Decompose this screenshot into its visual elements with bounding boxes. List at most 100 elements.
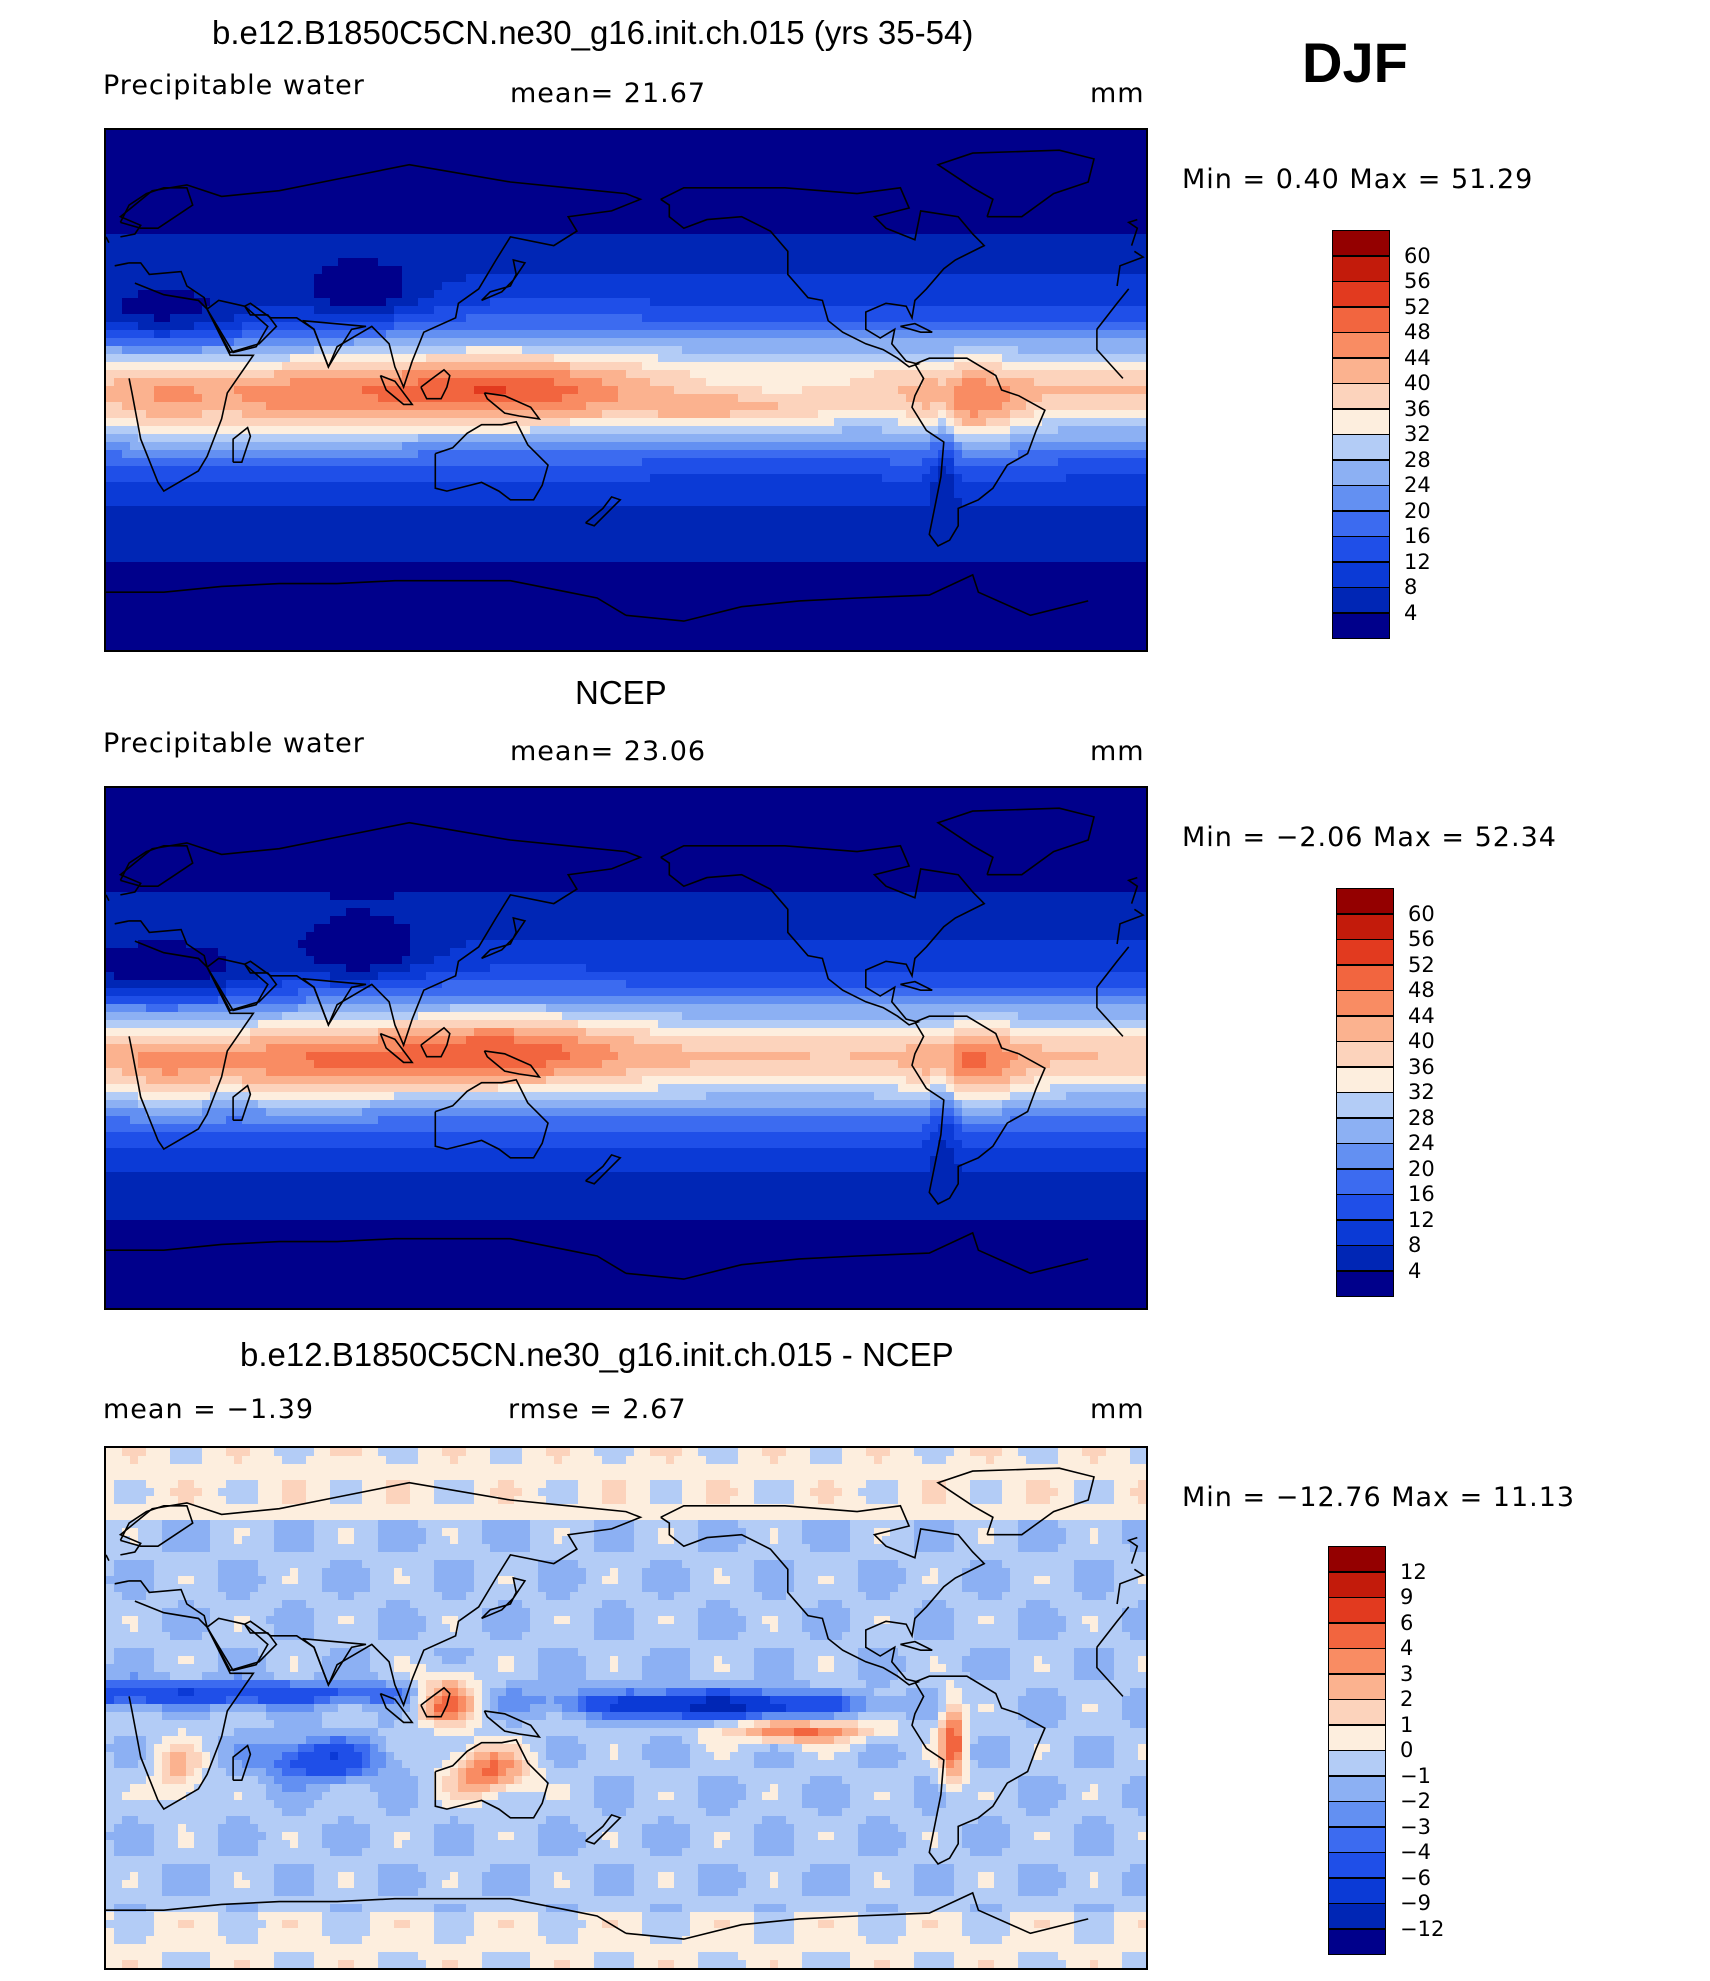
colorbar-box bbox=[1336, 1270, 1394, 1297]
colorbar-box bbox=[1332, 561, 1390, 588]
colorbar-tick-label: 4 bbox=[1400, 1636, 1413, 1660]
coastline-greenland bbox=[936, 1467, 1095, 1536]
colorbar-tick-label: 4 bbox=[1404, 601, 1417, 625]
coastline-scand bbox=[119, 845, 194, 887]
colorbar-tick-label: 36 bbox=[1408, 1055, 1435, 1079]
coastline-africa bbox=[1096, 329, 1124, 379]
colorbar-box bbox=[1336, 1066, 1394, 1093]
coastline-australia bbox=[434, 420, 549, 501]
panel1-minmax: Min = 0.40 Max = 51.29 bbox=[1182, 164, 1533, 195]
panel3-units: mm bbox=[1090, 1394, 1145, 1425]
colorbar-box bbox=[1336, 990, 1394, 1016]
coastline-eurasia bbox=[114, 1481, 643, 1708]
panel3-rmse: rmse = 2.67 bbox=[508, 1394, 687, 1425]
panel1-title: b.e12.B1850C5CN.ne30_g16.init.ch.015 (yr… bbox=[212, 14, 973, 52]
panel3-colorbar: 12 9 6 4 3 2 1 0 −1 −2 −3 −4 −6 −9 −12 bbox=[1328, 1546, 1468, 1958]
coastline-madagascar bbox=[232, 1744, 252, 1781]
colorbar-tick-label: −1 bbox=[1400, 1764, 1431, 1788]
coastline-uk bbox=[1126, 1536, 1139, 1564]
colorbar-box bbox=[1332, 485, 1390, 511]
colorbar-tick-label: 12 bbox=[1408, 1208, 1435, 1232]
coastline-nz bbox=[585, 1153, 622, 1185]
coastline-arabia bbox=[206, 957, 278, 1012]
colorbar-box bbox=[1328, 1673, 1386, 1700]
colorbar-box bbox=[1328, 1775, 1386, 1802]
colorbar-box bbox=[1336, 1015, 1394, 1042]
colorbar-box bbox=[1328, 1699, 1386, 1725]
coastline-nz bbox=[585, 495, 622, 527]
coastline-sumatra bbox=[379, 1692, 414, 1724]
colorbar-tick-label: 40 bbox=[1408, 1029, 1435, 1053]
coastline-africa bbox=[128, 940, 255, 1151]
colorbar-box bbox=[1336, 913, 1394, 940]
coastline-scand bbox=[119, 187, 194, 229]
season-label: DJF bbox=[1302, 30, 1408, 95]
colorbar-box bbox=[1332, 357, 1390, 384]
coastline-scand bbox=[119, 1505, 194, 1547]
colorbar-tick-label: 24 bbox=[1404, 473, 1431, 497]
colorbar-box bbox=[1328, 1622, 1386, 1649]
coastline-africa bbox=[128, 1600, 255, 1811]
coastline-antarctica bbox=[106, 579, 627, 616]
panel1-units: mm bbox=[1090, 78, 1145, 109]
colorbar-tick-label: 3 bbox=[1400, 1662, 1413, 1686]
coastline-uk bbox=[106, 1554, 110, 1562]
coastline-sumatra bbox=[379, 1032, 414, 1064]
field-cells bbox=[106, 1448, 1146, 1968]
coastline-uk bbox=[106, 236, 110, 244]
colorbar-tick-label: −9 bbox=[1400, 1891, 1431, 1915]
colorbar-tick-label: 56 bbox=[1408, 927, 1435, 951]
colorbar-box bbox=[1336, 1168, 1394, 1195]
colorbar-box bbox=[1328, 1571, 1386, 1598]
colorbar-tick-label: −6 bbox=[1400, 1866, 1431, 1890]
colorbar-box bbox=[1328, 1826, 1386, 1853]
colorbar-tick-label: 28 bbox=[1404, 448, 1431, 472]
colorbar-tick-label: 48 bbox=[1404, 320, 1431, 344]
coastline-africa bbox=[1096, 288, 1130, 330]
coastline-antarctica bbox=[625, 573, 1089, 622]
colorbar-tick-label: 16 bbox=[1408, 1182, 1435, 1206]
colorbar-box bbox=[1328, 1750, 1386, 1776]
panel1-map bbox=[104, 128, 1148, 652]
colorbar-box bbox=[1336, 1143, 1394, 1169]
colorbar-box bbox=[1336, 888, 1394, 914]
colorbar-box bbox=[1328, 1801, 1386, 1827]
panel2-title: NCEP bbox=[575, 674, 667, 712]
colorbar-box bbox=[1336, 964, 1394, 991]
panel1-mean: mean= 21.67 bbox=[510, 78, 706, 109]
colorbar-box bbox=[1336, 1219, 1394, 1246]
colorbar-box bbox=[1336, 1194, 1394, 1220]
colorbar-tick-label: 32 bbox=[1408, 1080, 1435, 1104]
colorbar-tick-label: 8 bbox=[1404, 575, 1417, 599]
coastline-nz bbox=[585, 1813, 622, 1845]
colorbar-tick-label: 20 bbox=[1404, 499, 1431, 523]
colorbar-tick-label: −12 bbox=[1400, 1917, 1444, 1941]
colorbar-box bbox=[1336, 1092, 1394, 1118]
colorbar-box bbox=[1332, 459, 1390, 486]
coastline-samerica bbox=[911, 1675, 1046, 1866]
colorbar-box bbox=[1332, 383, 1390, 409]
colorbar-box bbox=[1328, 1597, 1386, 1623]
panel2-map bbox=[104, 786, 1148, 1310]
coastline-namerica bbox=[660, 186, 986, 368]
panel2-minmax: Min = −2.06 Max = 52.34 bbox=[1182, 822, 1557, 853]
colorbar-tick-label: 52 bbox=[1404, 295, 1431, 319]
coastline-australia bbox=[434, 1078, 549, 1159]
colorbar-tick-label: 8 bbox=[1408, 1233, 1421, 1257]
coastline-africa bbox=[1096, 946, 1130, 988]
coastline-greenland bbox=[936, 149, 1095, 218]
colorbar-box bbox=[1332, 536, 1390, 562]
coastline-africa bbox=[1096, 987, 1124, 1037]
panel2-variable: Precipitable water bbox=[103, 728, 365, 759]
colorbar-box bbox=[1332, 434, 1390, 460]
coastline-sumatra bbox=[379, 374, 414, 406]
colorbar-box bbox=[1336, 1041, 1394, 1067]
coastline-namerica bbox=[660, 1504, 986, 1686]
panel1-map-svg bbox=[106, 130, 1146, 650]
panel3-mean: mean = −1.39 bbox=[103, 1394, 314, 1425]
coastline-africa bbox=[1096, 1647, 1124, 1697]
panel2-mean: mean= 23.06 bbox=[510, 736, 706, 767]
coastline-india bbox=[301, 977, 367, 1027]
coastline-eurasia bbox=[1116, 1568, 1145, 1605]
colorbar-tick-label: −4 bbox=[1400, 1840, 1431, 1864]
